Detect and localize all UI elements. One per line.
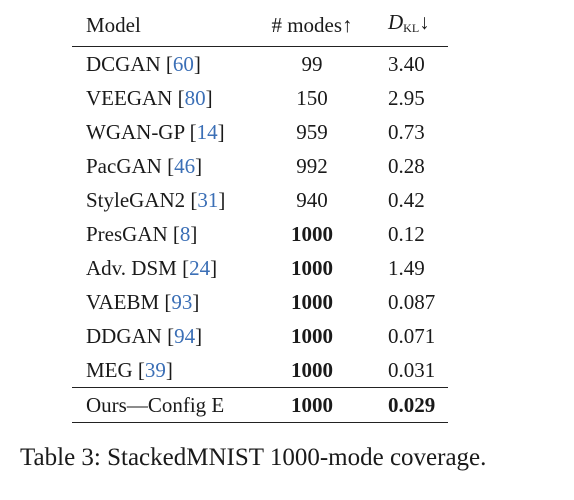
- table-caption: Table 3: StackedMNIST 1000-mode coverage…: [20, 444, 487, 471]
- header-row: Model # modes↑ DKL↓: [72, 4, 448, 47]
- table-row: VEEGAN [80] 150 2.95: [72, 81, 448, 115]
- results-table-container: Model # modes↑ DKL↓ DCGAN [60] 99 3.40 VEEG…: [72, 4, 448, 423]
- modes-value: 1000: [291, 324, 333, 348]
- citation-link[interactable]: 80: [184, 86, 206, 110]
- model-name-cell: DCGAN [60]: [72, 47, 262, 82]
- model-name-cell: VAEBM [93]: [72, 285, 262, 319]
- modes-value: 1000: [291, 290, 333, 314]
- kl-column-header: DKL↓: [362, 4, 448, 47]
- kl-value: 0.28: [388, 154, 425, 178]
- modes-value: 992: [296, 154, 328, 178]
- table-row: WGAN-GP [14] 959 0.73: [72, 115, 448, 149]
- model-name-cell: StyleGAN2 [31]: [72, 183, 262, 217]
- kl-value: 0.071: [388, 324, 436, 348]
- kl-arrow: ↓: [419, 10, 430, 34]
- kl-value: 0.42: [388, 188, 425, 212]
- baseline-rows: DCGAN [60] 99 3.40 VEEGAN [80] 150 2.95 WGAN-G…: [72, 47, 448, 388]
- citation-open-bracket: [: [161, 154, 175, 178]
- citation-open-bracket: [: [172, 86, 185, 110]
- kl-symbol: D: [388, 10, 404, 34]
- citation-close-bracket: ]: [218, 188, 226, 212]
- ours-model-name: Ours—Config E: [86, 393, 225, 417]
- model-name-cell: MEG [39]: [72, 353, 262, 388]
- citation-link[interactable]: 31: [197, 188, 219, 212]
- table-row: PacGAN [46] 992 0.28: [72, 149, 448, 183]
- table-row: DDGAN [94] 1000 0.071: [72, 319, 448, 353]
- table-row: PresGAN [8] 1000 0.12: [72, 217, 448, 251]
- kl-value: 0.087: [388, 290, 436, 314]
- citation-close-bracket: ]: [190, 222, 198, 246]
- modes-value: 1000: [291, 256, 333, 280]
- citation-close-bracket: ]: [195, 324, 203, 348]
- model-name: DCGAN: [86, 52, 161, 76]
- model-name: MEG: [86, 358, 133, 382]
- modes-value: 1000: [291, 358, 333, 382]
- ours-section: Ours—Config E 1000 0.029: [72, 388, 448, 423]
- citation-open-bracket: [: [161, 324, 175, 348]
- modes-value: 1000: [291, 222, 333, 246]
- citation-open-bracket: [: [132, 358, 145, 382]
- kl-value: 0.73: [388, 120, 425, 144]
- table-header: Model # modes↑ DKL↓: [72, 4, 448, 47]
- model-name: Adv. DSM: [86, 256, 177, 280]
- kl-value: 0.12: [388, 222, 425, 246]
- model-name: DDGAN: [86, 324, 162, 348]
- model-name-cell: VEEGAN [80]: [72, 81, 262, 115]
- model-name-cell: WGAN-GP [14]: [72, 115, 262, 149]
- citation-close-bracket: ]: [205, 86, 213, 110]
- model-name-cell: PresGAN [8]: [72, 217, 262, 251]
- model-name-cell: PacGAN [46]: [72, 149, 262, 183]
- kl-value: 1.49: [388, 256, 425, 280]
- model-name: WGAN-GP: [86, 120, 185, 144]
- modes-value: 99: [301, 52, 323, 76]
- ours-modes-value: 1000: [291, 393, 333, 417]
- table-row: StyleGAN2 [31] 940 0.42: [72, 183, 448, 217]
- table-row: VAEBM [93] 1000 0.087: [72, 285, 448, 319]
- citation-close-bracket: ]: [193, 52, 201, 76]
- modes-column-header: # modes↑: [271, 13, 353, 37]
- citation-link[interactable]: 93: [171, 290, 193, 314]
- citation-close-bracket: ]: [192, 290, 200, 314]
- kl-value: 3.40: [388, 52, 425, 76]
- citation-link[interactable]: 46: [174, 154, 196, 178]
- citation-close-bracket: ]: [165, 358, 173, 382]
- citation-open-bracket: [: [159, 290, 172, 314]
- citation-open-bracket: [: [160, 52, 173, 76]
- citation-open-bracket: [: [176, 256, 190, 280]
- table-row: Adv. DSM [24] 1000 1.49: [72, 251, 448, 285]
- citation-link[interactable]: 24: [189, 256, 211, 280]
- results-table: Model # modes↑ DKL↓ DCGAN [60] 99 3.40 VEEG…: [72, 4, 448, 423]
- model-column-header: Model: [86, 13, 141, 37]
- citation-link[interactable]: 8: [179, 222, 191, 246]
- citation-close-bracket: ]: [217, 120, 225, 144]
- model-name: PacGAN: [86, 154, 162, 178]
- kl-subscript: KL: [403, 21, 420, 35]
- model-name-cell: Adv. DSM [24]: [72, 251, 262, 285]
- model-name-cell: DDGAN [94]: [72, 319, 262, 353]
- kl-value: 2.95: [388, 86, 425, 110]
- kl-value: 0.031: [388, 358, 436, 382]
- citation-close-bracket: ]: [195, 154, 203, 178]
- modes-value: 150: [296, 86, 328, 110]
- model-name: VAEBM: [86, 290, 160, 314]
- citation-open-bracket: [: [185, 188, 198, 212]
- ours-kl-value: 0.029: [388, 393, 436, 417]
- table-row: MEG [39] 1000 0.031: [72, 353, 448, 388]
- citation-close-bracket: ]: [210, 256, 218, 280]
- model-name: StyleGAN2: [86, 188, 186, 212]
- modes-value: 940: [296, 188, 328, 212]
- citation-open-bracket: [: [167, 222, 180, 246]
- table-row: DCGAN [60] 99 3.40: [72, 47, 448, 82]
- citation-link[interactable]: 14: [196, 120, 218, 144]
- modes-value: 959: [296, 120, 328, 144]
- citation-link[interactable]: 94: [174, 324, 196, 348]
- model-name: PresGAN: [86, 222, 168, 246]
- ours-row: Ours—Config E 1000 0.029: [72, 388, 448, 423]
- model-name: VEEGAN: [86, 86, 173, 110]
- citation-link[interactable]: 39: [144, 358, 166, 382]
- citation-link[interactable]: 60: [172, 52, 194, 76]
- citation-open-bracket: [: [184, 120, 197, 144]
